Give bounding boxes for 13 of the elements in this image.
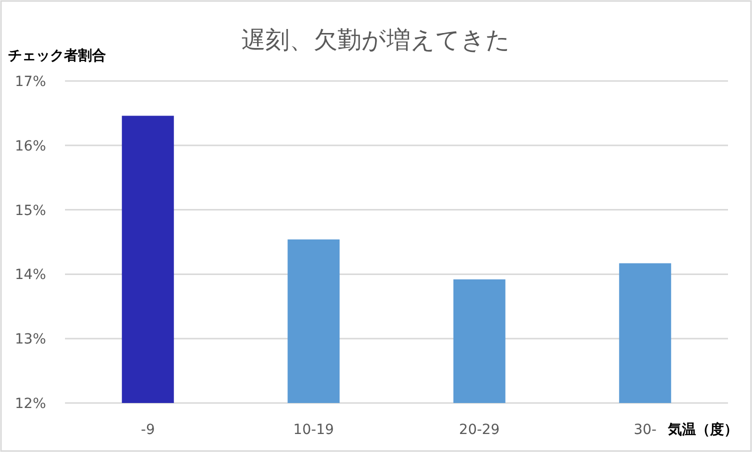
x-tick-label: 30- bbox=[634, 422, 657, 438]
y-tick-label: 16% bbox=[14, 138, 46, 154]
x-tick-label: 20-29 bbox=[459, 422, 500, 438]
y-tick-label: 12% bbox=[14, 396, 46, 412]
y-tick-label: 15% bbox=[14, 202, 46, 219]
y-axis-title: チェック者割合 bbox=[8, 47, 106, 64]
y-tick-label: 17% bbox=[14, 74, 46, 90]
x-tick-label: -9 bbox=[140, 422, 155, 438]
x-tick-label: 10-19 bbox=[293, 422, 334, 438]
chart-title: 遅刻、欠勤が増えてきた bbox=[242, 26, 510, 54]
x-axis-title: 気温（度） bbox=[667, 421, 738, 438]
y-tick-label: 13% bbox=[14, 332, 46, 348]
y-tick-label: 14% bbox=[14, 267, 46, 284]
